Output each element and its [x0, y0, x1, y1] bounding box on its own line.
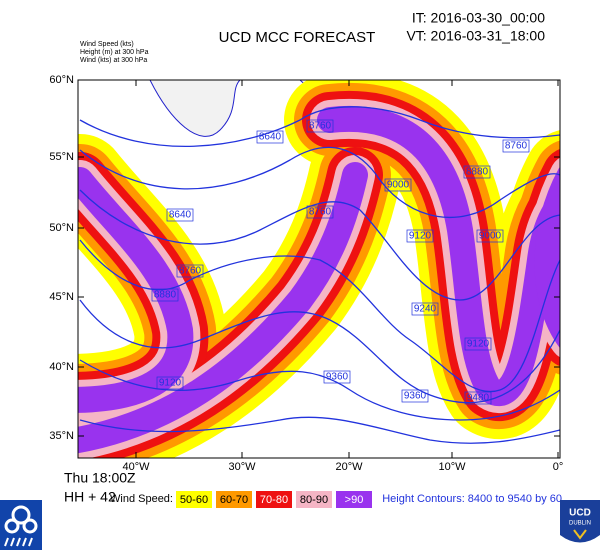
valid-time: VT: 2016-03-31_18:00: [406, 28, 545, 44]
contour-label-box: [384, 178, 412, 192]
logo-text: UCD: [569, 508, 591, 519]
contour-label: 9000: [479, 231, 502, 242]
legend-swatch: [216, 491, 252, 508]
contour-label-box: [463, 165, 491, 179]
contour-label-box: [151, 288, 179, 302]
contour-label-box: [411, 302, 439, 316]
lon-label: 20°W: [335, 461, 363, 473]
axes: 60°N 55°N 50°N 45°N 40°N 35°N 40°W 30°W 20°W 10°W…: [49, 74, 563, 473]
contour-label: 9120: [159, 378, 182, 389]
contour-label: 8880: [154, 290, 177, 301]
field-line: Wind Speed (kts): [80, 41, 134, 48]
contour-label-box: [306, 119, 334, 133]
lon-label: 10°W: [438, 461, 466, 473]
valid-time-footer: Thu 18:00Z: [64, 470, 136, 486]
contours: [79, 106, 560, 444]
contour-label: 8640: [259, 132, 282, 143]
field-line: Height (m) at 300 hPa: [80, 49, 149, 56]
legend-label: 50-60: [180, 494, 208, 506]
contour-label: 8760: [179, 266, 202, 277]
contour-label-box: [176, 264, 204, 278]
title: UCD MCC FORECAST: [219, 29, 376, 46]
contour-label-box: [464, 337, 492, 351]
contour-label: 9240: [414, 304, 437, 315]
wind-band: [78, 162, 368, 454]
contour-label: 8640: [169, 210, 192, 221]
legend-label: 60-70: [220, 494, 248, 506]
legend-swatch: [336, 491, 372, 508]
map-frame: [77, 79, 561, 459]
contour-label: 8880: [466, 167, 489, 178]
legend-label: 80-90: [300, 494, 328, 506]
contour-label: 9360: [404, 391, 427, 402]
map: 8640 8760 8640 8760 8760 8880 9000 9000 9120 9240…: [78, 80, 560, 458]
contour-label-box: [323, 370, 351, 384]
contour-label: 9120: [467, 339, 490, 350]
legend-swatch: [256, 491, 292, 508]
lat-label: 35°N: [49, 430, 74, 442]
contour-label-box: [502, 139, 530, 153]
contour-label-box: [306, 205, 334, 219]
field-line: Wind (kts) at 300 hPa: [80, 57, 147, 64]
lon-label: 30°W: [228, 461, 256, 473]
wind-band: [78, 167, 194, 413]
contour-label: 8760: [309, 207, 332, 218]
legend-swatch: [176, 491, 212, 508]
contour-label: 9480: [467, 393, 490, 404]
legend-label: >90: [345, 494, 364, 506]
contour-label-box: [401, 389, 429, 403]
legend: 50-60 60-70 70-80 80-90 >90: [176, 491, 372, 508]
contour-label-box: [476, 229, 504, 243]
contour-label-box: [406, 229, 434, 243]
legend-swatch: [296, 491, 332, 508]
contour-label: 9360: [326, 372, 349, 383]
lat-label: 50°N: [49, 222, 74, 234]
ucd-logo: UCD DUBLIN: [560, 500, 600, 543]
contour-info: Height Contours: 8400 to 9540 by 60: [382, 493, 562, 505]
lon-label: 0°: [553, 461, 564, 473]
lat-label: 45°N: [49, 291, 74, 303]
lat-label: 60°N: [49, 74, 74, 86]
contour-label-box: [256, 130, 284, 144]
met-logo: [0, 500, 42, 550]
legend-title: Wind Speed:: [110, 493, 173, 505]
init-time: IT: 2016-03-30_00:00: [412, 10, 545, 26]
lead-time: HH + 42: [64, 489, 116, 505]
legend-label: 70-80: [260, 494, 288, 506]
contour-label: 9000: [387, 180, 410, 191]
contour-label-box: [166, 208, 194, 222]
lat-label: 40°N: [49, 361, 74, 373]
greenland: [149, 80, 241, 137]
wind-band: [534, 166, 560, 349]
contour-labels: 8640 8760 8640 8760 8760 8880 9000 9000 9120 9240…: [151, 119, 530, 405]
jet-stream: [78, 80, 560, 458]
contour-label: 8760: [505, 141, 528, 152]
contour-label: 8760: [309, 121, 332, 132]
contour-label-box: [464, 391, 492, 405]
lat-label: 55°N: [49, 151, 74, 163]
contour-label: 9120: [409, 231, 432, 242]
contour-label-box: [156, 376, 184, 390]
lon-label: 40°W: [122, 461, 150, 473]
logo-text: DUBLIN: [569, 521, 591, 527]
